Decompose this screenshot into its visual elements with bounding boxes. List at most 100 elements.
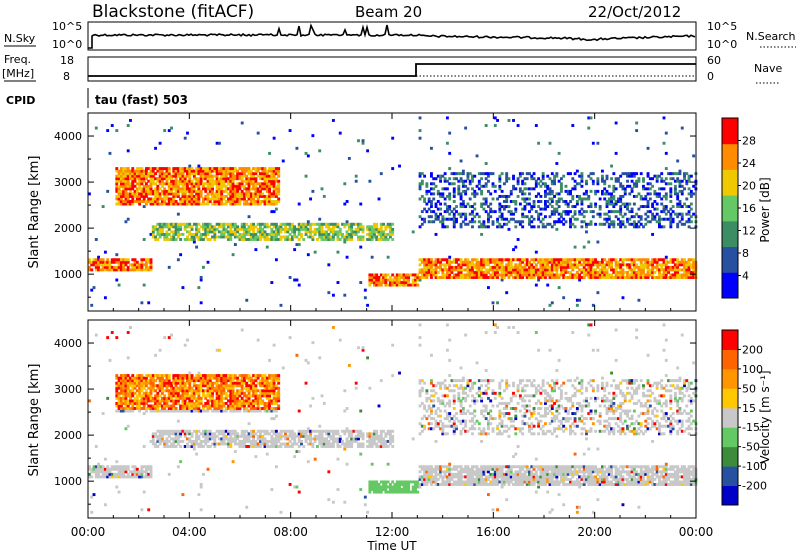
power-cell xyxy=(179,182,183,186)
velocity-cell xyxy=(202,376,205,380)
velocity-cell xyxy=(197,429,201,433)
power-cell xyxy=(229,222,233,226)
power-cell xyxy=(683,263,686,267)
power-cell xyxy=(662,187,666,191)
velocity-cell xyxy=(115,376,119,380)
power-cell xyxy=(167,202,171,206)
power-cell xyxy=(145,263,148,267)
power-cell xyxy=(243,192,246,196)
velocity-cell xyxy=(202,404,205,408)
power-cell xyxy=(154,225,157,229)
power-cell xyxy=(541,268,545,272)
velocity-cell xyxy=(245,429,249,433)
power-cell xyxy=(316,230,319,234)
power-cell xyxy=(516,220,520,224)
power-cell xyxy=(646,260,650,264)
power-cell xyxy=(156,238,160,241)
velocity-cell xyxy=(126,391,130,395)
power-cell xyxy=(626,270,629,274)
power-cell xyxy=(151,232,155,236)
power-cell xyxy=(318,232,322,236)
power-cell xyxy=(195,235,199,239)
power-cell xyxy=(445,205,449,209)
power-cell xyxy=(270,174,274,178)
velocity-cell xyxy=(117,404,121,408)
power-cell xyxy=(530,207,534,211)
power-cell xyxy=(368,273,372,277)
power-cell xyxy=(115,197,119,201)
velocity-cell xyxy=(133,465,137,469)
power-cell xyxy=(455,265,458,269)
power-cell xyxy=(382,281,385,285)
velocity-cell xyxy=(119,384,123,388)
power-cell xyxy=(243,202,246,206)
power-cell xyxy=(384,283,388,287)
velocity-cell xyxy=(208,432,212,436)
velocity-cell xyxy=(129,376,132,380)
power-cell xyxy=(172,182,176,186)
power-cell xyxy=(518,222,522,226)
power-cell xyxy=(325,235,328,239)
power-cell xyxy=(338,227,342,231)
velocity-cell xyxy=(124,396,128,400)
power-cell xyxy=(149,258,153,262)
power-cell xyxy=(345,220,349,224)
velocity-cell xyxy=(174,386,178,390)
velocity-cell xyxy=(220,394,224,398)
power-cell xyxy=(156,227,160,231)
velocity-cell xyxy=(197,384,201,388)
velocity-cell xyxy=(247,445,251,448)
power-cell xyxy=(202,184,205,188)
velocity-cell xyxy=(142,399,146,403)
power-cell xyxy=(669,222,673,226)
power-cell xyxy=(213,202,217,206)
power-cell xyxy=(158,172,162,176)
power-cell xyxy=(213,194,217,198)
power-cell xyxy=(589,116,593,120)
power-cell xyxy=(284,222,287,226)
velocity-cell xyxy=(158,439,162,443)
velocity-cell xyxy=(192,409,196,413)
power-cell xyxy=(345,200,349,203)
velocity-cell xyxy=(147,472,151,476)
power-cell xyxy=(569,200,572,203)
power-cell xyxy=(489,207,493,211)
power-cell xyxy=(689,258,693,262)
power-cell xyxy=(331,293,335,297)
power-cell xyxy=(122,172,126,176)
power-cell xyxy=(167,189,171,193)
power-cell xyxy=(541,177,545,181)
power-cell xyxy=(163,222,167,226)
power-cell xyxy=(466,276,470,279)
power-cell xyxy=(662,270,666,274)
velocity-cell xyxy=(172,445,176,448)
velocity-cell xyxy=(240,379,244,383)
power-cell xyxy=(204,167,208,171)
power-cell xyxy=(160,202,164,206)
power-cell xyxy=(612,202,616,206)
power-cell xyxy=(124,174,128,178)
power-cell xyxy=(183,187,187,191)
power-cell xyxy=(190,189,194,193)
power-cell xyxy=(165,182,169,186)
power-cell xyxy=(671,217,675,221)
power-cell xyxy=(129,194,132,198)
power-cell xyxy=(202,187,205,191)
power-cell xyxy=(457,265,461,269)
power-cell xyxy=(521,189,525,193)
power-cell xyxy=(658,174,661,178)
power-cell xyxy=(284,230,287,234)
power-cell xyxy=(439,194,442,198)
power-cell xyxy=(172,174,176,178)
power-cell xyxy=(131,192,135,196)
power-cell xyxy=(521,276,525,279)
power-cell xyxy=(528,217,531,221)
power-cell xyxy=(281,227,285,231)
velocity-cell xyxy=(186,432,189,436)
power-cell xyxy=(418,278,422,282)
power-cell xyxy=(122,192,126,196)
power-cell xyxy=(192,202,196,206)
power-cell xyxy=(466,172,470,176)
power-cell xyxy=(651,217,655,221)
power-cell xyxy=(635,258,639,262)
